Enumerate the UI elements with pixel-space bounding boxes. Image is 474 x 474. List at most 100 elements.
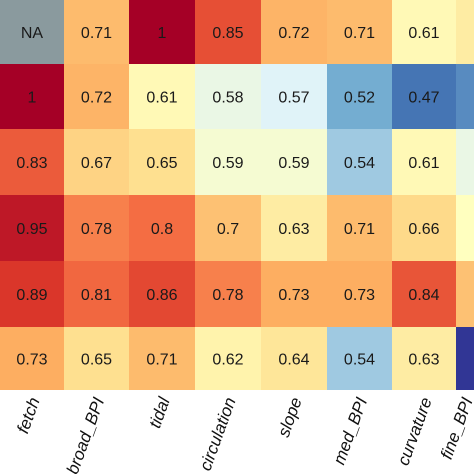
heatmap-cell-r3-c1 bbox=[64, 195, 129, 261]
heatmap-cell-r3-c5 bbox=[327, 195, 392, 261]
cell-label-r4-c1: 0.81 bbox=[81, 287, 112, 304]
heatmap-cell-r5-c2 bbox=[129, 327, 195, 390]
heatmap-cell-r1-c7 bbox=[456, 64, 474, 129]
cell-label-r2-c0: 0.83 bbox=[16, 155, 47, 172]
heatmap-cell-r3-c6 bbox=[392, 195, 456, 261]
heatmap-cell-r1-c1 bbox=[64, 64, 129, 129]
heatmap-cell-r3-c3 bbox=[195, 195, 261, 261]
x-tick-label-fetch: fetch bbox=[13, 395, 43, 436]
heatmap-cell-r3-c0 bbox=[0, 195, 64, 261]
x-tick-label-tidal: tidal bbox=[145, 394, 174, 431]
heatmap-cell-r0-c4 bbox=[261, 0, 327, 64]
cell-label-r2-c3: 0.59 bbox=[212, 155, 243, 172]
cell-label-r0-c2: 1 bbox=[158, 25, 167, 42]
cell-label-r5-c0: 0.73 bbox=[16, 352, 47, 369]
heatmap-cell-r5-c0 bbox=[0, 327, 64, 390]
cell-label-r3-c2: 0.8 bbox=[151, 221, 173, 238]
cell-label-r1-c5: 0.52 bbox=[344, 90, 375, 107]
heatmap-cell-r4-c2 bbox=[129, 261, 195, 327]
heatmap-cell-r0-c1 bbox=[64, 0, 129, 64]
cell-label-r5-c2: 0.71 bbox=[146, 352, 177, 369]
heatmap-cell-r5-c3 bbox=[195, 327, 261, 390]
heatmap-cell-r2-c5 bbox=[327, 129, 392, 195]
heatmap-cell-r5-c7 bbox=[456, 327, 474, 390]
cell-label-r3-c5: 0.71 bbox=[344, 221, 375, 238]
cell-label-r1-c1: 0.72 bbox=[81, 90, 112, 107]
x-tick-label-circulation: circulation bbox=[196, 395, 240, 473]
heatmap-cell-r0-c3 bbox=[195, 0, 261, 64]
heatmap-cell-r1-c6 bbox=[392, 64, 456, 129]
cell-label-r3-c6: 0.66 bbox=[408, 221, 439, 238]
heatmap-cell-r4-c6 bbox=[392, 261, 456, 327]
cell-label-r3-c1: 0.78 bbox=[81, 221, 112, 238]
cell-label-r3-c4: 0.63 bbox=[278, 221, 309, 238]
cell-label-r4-c4: 0.73 bbox=[278, 287, 309, 304]
cell-label-r3-c3: 0.7 bbox=[217, 221, 239, 238]
heatmap-cell-r3-c7 bbox=[456, 195, 474, 261]
x-tick-label-fine-bpi: fine_BPI bbox=[437, 395, 474, 462]
heatmap-cell-r1-c3 bbox=[195, 64, 261, 129]
heatmap-cell-r1-c5 bbox=[327, 64, 392, 129]
cell-label-r2-c2: 0.65 bbox=[146, 155, 177, 172]
heatmap-cell-r4-c1 bbox=[64, 261, 129, 327]
cell-label-r5-c6: 0.63 bbox=[408, 352, 439, 369]
cell-label-r4-c2: 0.86 bbox=[146, 287, 177, 304]
x-tick-label-broad-bpi: broad_BPI bbox=[63, 395, 108, 474]
cell-label-r4-c3: 0.78 bbox=[212, 287, 243, 304]
heatmap-cell-r1-c0 bbox=[0, 64, 64, 129]
heatmap-cell-r4-c5 bbox=[327, 261, 392, 327]
cell-label-r4-c0: 0.89 bbox=[16, 287, 47, 304]
cell-label-r5-c3: 0.62 bbox=[212, 352, 243, 369]
heatmap-cell-r3-c2 bbox=[129, 195, 195, 261]
cell-label-r0-c4: 0.72 bbox=[278, 25, 309, 42]
heatmap-cell-r4-c4 bbox=[261, 261, 327, 327]
cell-label-r1-c6: 0.47 bbox=[408, 90, 439, 107]
heatmap-cells bbox=[0, 0, 474, 390]
heatmap-cell-r0-c6 bbox=[392, 0, 456, 64]
cell-value-labels: NA 0.71 1 0.85 0.72 0.71 0.61 1 0.72 0.61 0.58 0.57… bbox=[16, 25, 439, 369]
cell-label-r1-c2: 0.61 bbox=[146, 90, 177, 107]
cell-label-r4-c5: 0.73 bbox=[344, 287, 375, 304]
heatmap-cell-r5-c4 bbox=[261, 327, 327, 390]
cell-label-r5-c5: 0.54 bbox=[344, 352, 375, 369]
cell-label-r0-c6: 0.61 bbox=[408, 25, 439, 42]
heatmap-cell-r2-c1 bbox=[64, 129, 129, 195]
cell-label-r1-c3: 0.58 bbox=[212, 90, 243, 107]
cell-label-r5-c4: 0.64 bbox=[278, 352, 309, 369]
cell-label-r2-c4: 0.59 bbox=[278, 155, 309, 172]
cell-label-r0-c5: 0.71 bbox=[344, 25, 375, 42]
heatmap-cell-r5-c5 bbox=[327, 327, 392, 390]
heatmap-cell-r1-c2 bbox=[129, 64, 195, 129]
x-tick-label-curvature: curvature bbox=[394, 395, 436, 468]
heatmap-cell-r4-c0 bbox=[0, 261, 64, 327]
cell-label-r0-c3: 0.85 bbox=[212, 25, 243, 42]
heatmap-cell-r2-c2 bbox=[129, 129, 195, 195]
cell-label-r5-c1: 0.65 bbox=[81, 352, 112, 369]
heatmap-cell-r2-c4 bbox=[261, 129, 327, 195]
heatmap-cell-r0-c2 bbox=[129, 0, 195, 64]
x-tick-label-slope: slope bbox=[274, 395, 306, 440]
cell-label-r0-c0: NA bbox=[21, 25, 44, 42]
cell-label-r2-c1: 0.67 bbox=[81, 155, 112, 172]
x-axis-tick-labels: fetch broad_BPI tidal circulation slope med_B… bbox=[13, 394, 474, 474]
heatmap-cell-r2-c3 bbox=[195, 129, 261, 195]
heatmap-cell-r5-c6 bbox=[392, 327, 456, 390]
cell-label-r2-c6: 0.61 bbox=[408, 155, 439, 172]
cell-label-r1-c0: 1 bbox=[28, 90, 37, 107]
x-tick-label-med-bpi: med_BPI bbox=[329, 395, 371, 467]
cell-label-r2-c5: 0.54 bbox=[344, 155, 375, 172]
heatmap-cell-r1-c4 bbox=[261, 64, 327, 129]
cell-label-r0-c1: 0.71 bbox=[81, 25, 112, 42]
cell-label-r3-c0: 0.95 bbox=[16, 221, 47, 238]
heatmap-cell-r0-c7 bbox=[456, 0, 474, 64]
heatmap-cell-r0-c5 bbox=[327, 0, 392, 64]
heatmap-cell-r2-c6 bbox=[392, 129, 456, 195]
heatmap-cell-r4-c3 bbox=[195, 261, 261, 327]
heatmap-cell-r2-c0 bbox=[0, 129, 64, 195]
heatmap-cell-r5-c1 bbox=[64, 327, 129, 390]
heatmap-cell-r0-c0 bbox=[0, 0, 64, 64]
heatmap-cell-r2-c7 bbox=[456, 129, 474, 195]
heatmap-cell-r3-c4 bbox=[261, 195, 327, 261]
cell-label-r4-c6: 0.84 bbox=[408, 287, 439, 304]
